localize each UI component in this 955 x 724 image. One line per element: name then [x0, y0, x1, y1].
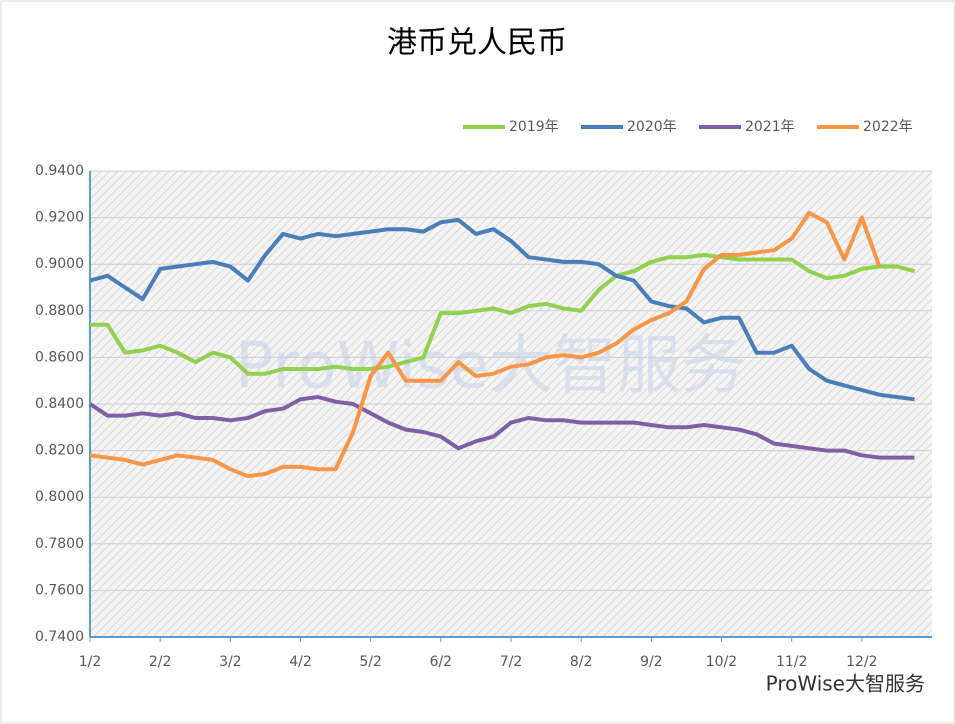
- y-tick-label: 0.9200: [35, 210, 84, 226]
- y-tick-label: 0.8000: [35, 489, 84, 505]
- x-tick-label: 10/2: [706, 654, 737, 670]
- watermark: ProWise大智服务: [235, 330, 745, 404]
- series-line: [89, 210, 882, 479]
- x-tick-label: 3/2: [219, 654, 242, 670]
- y-tick-label: 0.7600: [35, 582, 84, 598]
- x-tick-label: 7/2: [500, 654, 523, 670]
- chart-title: 港币兑人民币: [387, 26, 567, 61]
- y-tick-label: 0.8400: [35, 396, 84, 412]
- x-tick-label: 9/2: [640, 654, 663, 670]
- series-line: [90, 252, 916, 376]
- y-tick-label: 0.9000: [35, 256, 84, 272]
- y-tick-label: 0.8800: [35, 303, 84, 319]
- legend-label: 2022年: [863, 119, 913, 135]
- legend-label: 2020年: [627, 119, 677, 135]
- x-tick-label: 8/2: [570, 654, 593, 670]
- series-line: [88, 395, 915, 460]
- series-line: [89, 217, 915, 402]
- footer: ProWise大智服务: [766, 672, 925, 696]
- y-tick-label: 0.8600: [35, 349, 84, 365]
- x-tick-label: 1/2: [79, 654, 102, 670]
- y-tick-label: 0.7800: [35, 536, 84, 552]
- y-tick-label: 0.8200: [35, 443, 84, 459]
- x-tick-label: 6/2: [430, 654, 453, 670]
- x-tick-label: 11/2: [776, 654, 807, 670]
- x-tick-label: 12/2: [846, 654, 877, 670]
- y-tick-label: 0.7400: [35, 629, 84, 645]
- x-tick-label: 2/2: [149, 654, 172, 670]
- x-tick-label: 5/2: [359, 654, 382, 670]
- legend-label: 2021年: [745, 119, 795, 135]
- y-tick-label: 0.9400: [35, 163, 84, 179]
- x-tick-label: 4/2: [289, 654, 312, 670]
- legend-label: 2019年: [509, 119, 559, 135]
